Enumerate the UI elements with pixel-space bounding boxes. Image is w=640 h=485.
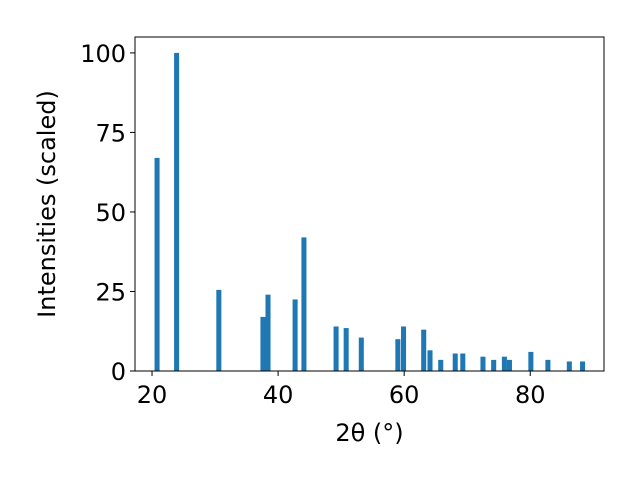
x-tick-label: 20 bbox=[137, 381, 168, 409]
bar bbox=[580, 361, 586, 371]
y-tick-label: 25 bbox=[95, 278, 126, 306]
bar bbox=[460, 353, 466, 371]
bar bbox=[480, 356, 486, 371]
x-tick-label: 40 bbox=[263, 381, 294, 409]
plot-frame bbox=[134, 36, 605, 372]
x-axis-label: 2θ (°) bbox=[335, 419, 403, 447]
bar bbox=[566, 361, 572, 371]
bar bbox=[395, 339, 401, 371]
y-axis-label: Intensities (scaled) bbox=[33, 90, 61, 318]
bar bbox=[452, 353, 458, 371]
x-axis-ticks: 20 40 60 80 bbox=[137, 371, 546, 409]
bar bbox=[174, 52, 180, 372]
bar bbox=[501, 356, 507, 371]
bar bbox=[528, 351, 534, 371]
bar bbox=[265, 294, 271, 371]
bar bbox=[333, 326, 339, 371]
bar bbox=[260, 316, 266, 371]
x-tick-label: 60 bbox=[389, 381, 420, 409]
bar bbox=[506, 359, 512, 371]
bar bbox=[358, 337, 364, 371]
y-tick-label: 0 bbox=[111, 358, 126, 386]
bars-group bbox=[154, 52, 586, 372]
bar bbox=[301, 237, 307, 371]
x-tick-label: 80 bbox=[515, 381, 546, 409]
bar bbox=[292, 299, 298, 371]
bar bbox=[421, 329, 427, 371]
bar bbox=[438, 359, 444, 371]
y-axis-ticks: 0 25 50 75 100 bbox=[80, 40, 135, 386]
bar bbox=[545, 359, 551, 371]
bar bbox=[154, 157, 160, 371]
bar bbox=[427, 350, 433, 371]
y-tick-label: 50 bbox=[95, 199, 126, 227]
y-tick-label: 100 bbox=[80, 40, 126, 68]
bar bbox=[401, 326, 407, 371]
bar bbox=[491, 359, 497, 371]
bar bbox=[216, 289, 222, 371]
bar bbox=[343, 328, 349, 371]
y-tick-label: 75 bbox=[95, 119, 126, 147]
